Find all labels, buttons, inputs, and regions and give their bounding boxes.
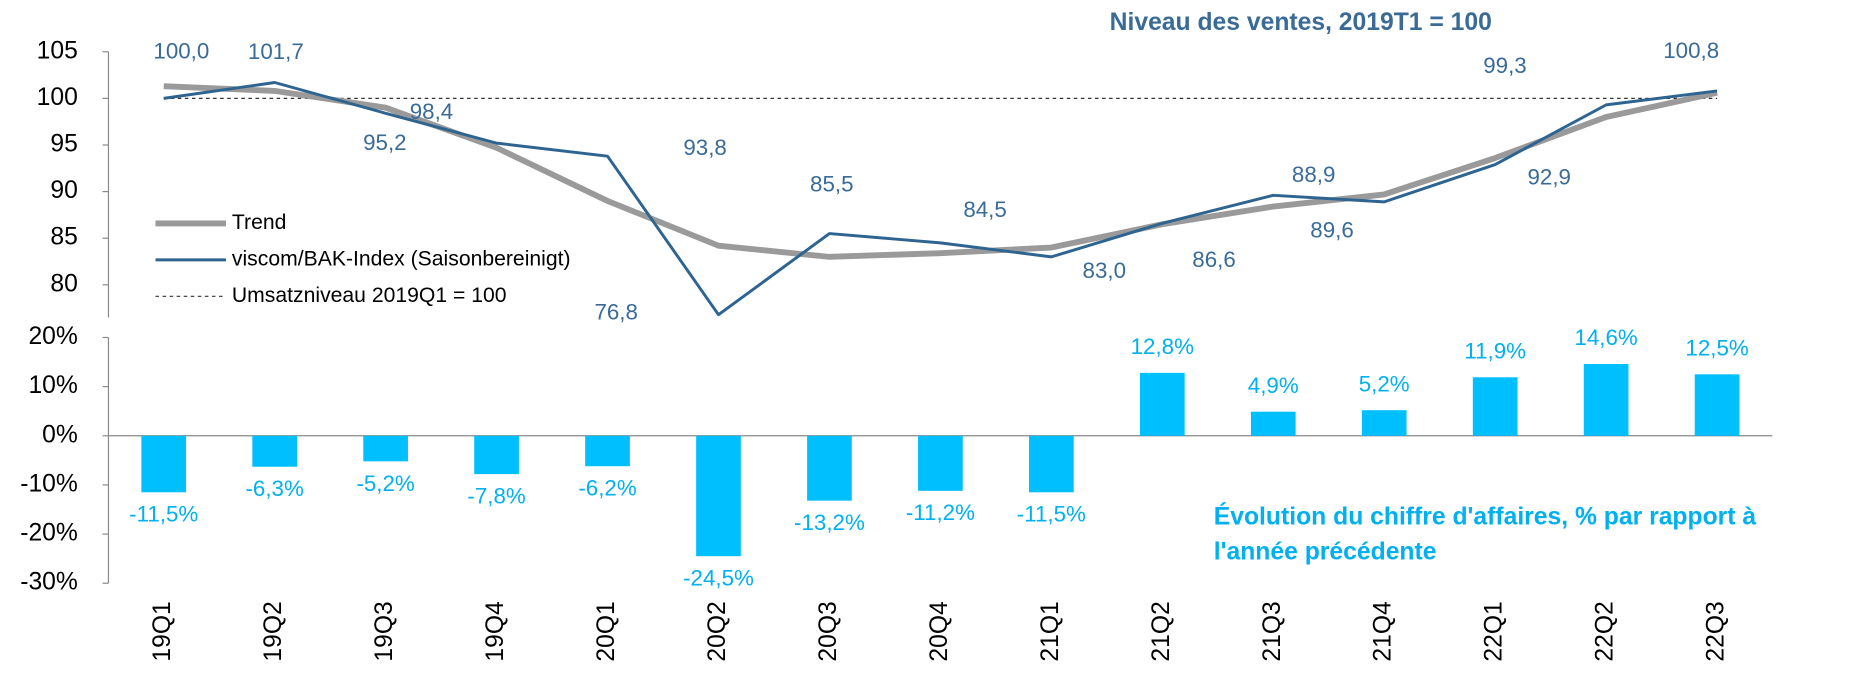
legend-label: Trend bbox=[232, 211, 286, 234]
x-tick-label: 19Q4 bbox=[482, 601, 509, 661]
y-tick-label: 90 bbox=[50, 177, 77, 204]
y-tick-label: 85 bbox=[50, 224, 77, 251]
y-tick-label: 95 bbox=[50, 130, 77, 157]
value-label: -13,2% bbox=[794, 510, 865, 535]
x-tick-label: 22Q3 bbox=[1703, 601, 1730, 661]
bar bbox=[807, 435, 852, 501]
y-tick-label: 80 bbox=[50, 270, 77, 297]
y-tick-label: 0% bbox=[42, 421, 78, 448]
x-tick-label: 21Q3 bbox=[1259, 601, 1286, 661]
value-label: 11,9% bbox=[1464, 338, 1526, 363]
value-label: 76,8 bbox=[594, 299, 637, 324]
x-tick-label: 20Q4 bbox=[926, 601, 953, 661]
bar bbox=[696, 435, 741, 557]
value-label: 86,6 bbox=[1192, 247, 1235, 272]
bar bbox=[363, 435, 408, 462]
value-label: 92,9 bbox=[1528, 165, 1571, 190]
y-tick-label: -10% bbox=[20, 470, 78, 497]
y-tick-label: 105 bbox=[37, 37, 78, 64]
value-label: 95,2 bbox=[363, 130, 406, 155]
x-tick-label: 22Q2 bbox=[1592, 601, 1619, 661]
x-tick-label: 19Q3 bbox=[371, 601, 398, 661]
bar bbox=[1472, 377, 1518, 436]
x-tick-label: 22Q1 bbox=[1481, 601, 1508, 661]
bar bbox=[141, 435, 187, 493]
value-label: 14,6% bbox=[1574, 325, 1637, 350]
value-label: 12,8% bbox=[1131, 334, 1194, 359]
bar bbox=[474, 435, 519, 475]
bar bbox=[1029, 435, 1074, 493]
bar bbox=[585, 435, 630, 467]
value-label: 5,2% bbox=[1359, 371, 1410, 396]
line-title: Niveau des ventes, 2019T1 = 100 bbox=[1110, 9, 1492, 36]
value-label: -24,5% bbox=[683, 566, 754, 591]
bar bbox=[1583, 364, 1629, 436]
legend-label: Umsatzniveau 2019Q1 = 100 bbox=[232, 284, 507, 307]
value-label: 101,7 bbox=[248, 39, 304, 64]
bar-title-box: Évolution du chiffre d'affaires, % par r… bbox=[1213, 503, 1757, 566]
y-tick-label: 20% bbox=[28, 323, 77, 350]
x-tick-label: 19Q1 bbox=[149, 601, 176, 661]
value-label: -11,5% bbox=[129, 502, 198, 527]
value-label: -6,3% bbox=[246, 476, 304, 501]
value-label: 100,8 bbox=[1663, 38, 1719, 63]
y-tick-label: 10% bbox=[28, 372, 77, 399]
value-label: 93,8 bbox=[683, 135, 726, 160]
bar bbox=[1694, 374, 1740, 436]
value-label: -7,8% bbox=[467, 484, 525, 509]
value-label: 4,9% bbox=[1248, 373, 1299, 398]
y-tick-label: -30% bbox=[20, 569, 78, 596]
x-tick-label: 21Q2 bbox=[1148, 601, 1175, 661]
value-label: 100,0 bbox=[153, 38, 209, 63]
bar bbox=[1361, 410, 1407, 436]
value-label: 89,6 bbox=[1310, 218, 1353, 243]
value-label: 99,3 bbox=[1483, 53, 1526, 78]
x-tick-label: 20Q2 bbox=[704, 601, 731, 661]
series-line bbox=[163, 83, 1718, 260]
value-label: 85,5 bbox=[810, 171, 853, 196]
x-tick-label: 20Q1 bbox=[593, 601, 620, 661]
bar bbox=[252, 435, 298, 467]
y-tick-label: -20% bbox=[20, 520, 78, 547]
bar bbox=[1139, 372, 1185, 436]
value-label: -6,2% bbox=[578, 476, 636, 501]
value-label: 84,5 bbox=[963, 197, 1006, 222]
bar bbox=[1250, 411, 1296, 436]
value-label: 88,9 bbox=[1292, 162, 1335, 187]
value-label: 98,4 bbox=[410, 99, 453, 124]
bar bbox=[918, 435, 963, 491]
value-label: 12,5% bbox=[1685, 336, 1748, 361]
legend-label: viscom/BAK-Index (Saisonbereinigt) bbox=[232, 247, 571, 270]
value-label: -11,5% bbox=[1017, 502, 1086, 527]
series-line bbox=[163, 81, 1718, 317]
x-tick-label: 21Q4 bbox=[1370, 601, 1397, 661]
x-tick-label: 19Q2 bbox=[260, 601, 287, 661]
x-tick-label: 20Q3 bbox=[815, 601, 842, 661]
value-label: -5,2% bbox=[356, 471, 414, 496]
value-label: 83,0 bbox=[1083, 258, 1126, 283]
value-label: -11,2% bbox=[906, 500, 975, 525]
x-tick-label: 21Q1 bbox=[1037, 601, 1064, 661]
y-tick-label: 100 bbox=[37, 84, 78, 111]
bar-title: Évolution du chiffre d'affaires, % par r… bbox=[1213, 503, 1757, 566]
